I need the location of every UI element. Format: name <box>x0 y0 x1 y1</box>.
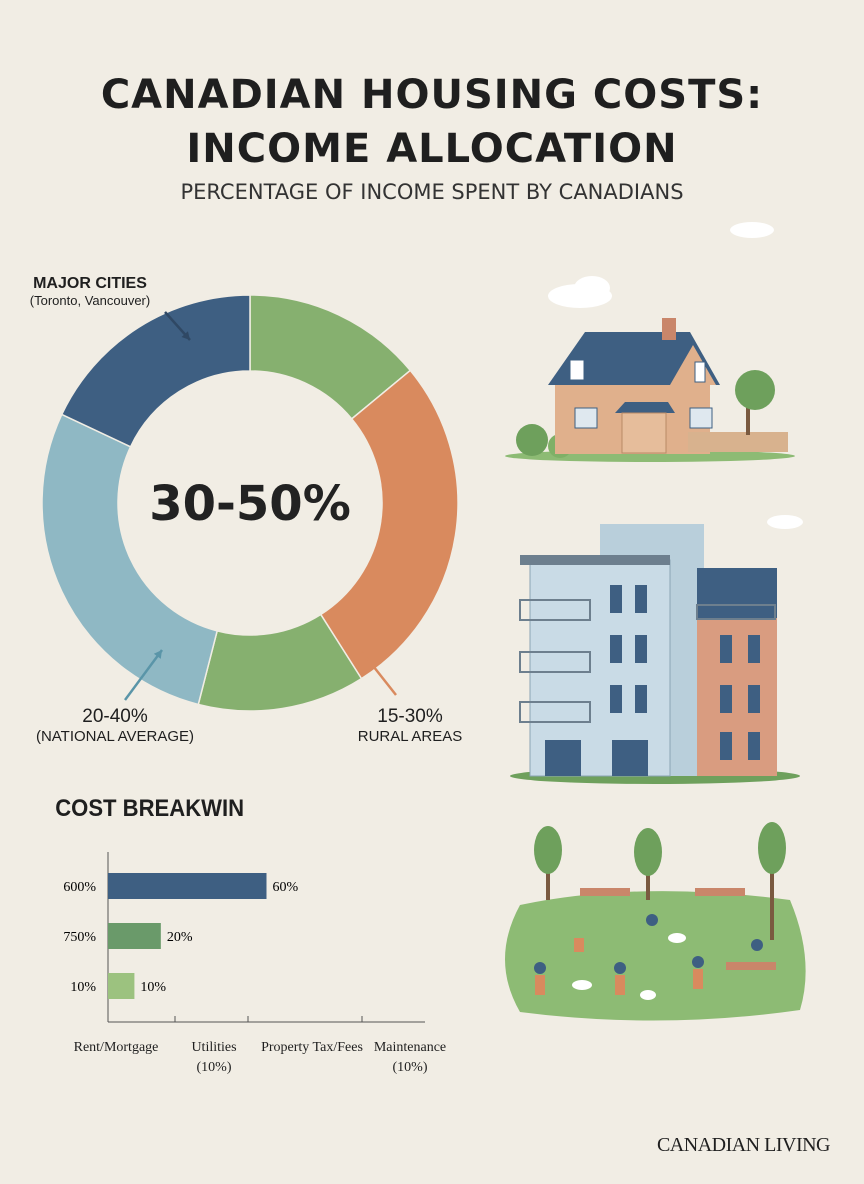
y-tick-label: 750% <box>63 930 96 945</box>
arrow-head <box>362 652 371 661</box>
park-illustration <box>505 822 806 1021</box>
y-tick-label: 600% <box>63 880 96 895</box>
annotation: MAJOR CITIES (Toronto, Vancouver) <box>0 275 180 308</box>
annotation-text: MAJOR CITIES <box>33 275 147 292</box>
donut-segment <box>41 413 219 706</box>
bar <box>108 873 267 899</box>
arrow-head <box>153 650 162 659</box>
y-tick-label: 10% <box>70 980 96 995</box>
value-label: 20% <box>167 930 193 945</box>
x-label: Property Tax/Fees <box>261 1040 363 1055</box>
brand: CANADIAN LIVING <box>656 1134 831 1156</box>
house-illustration <box>505 318 795 462</box>
apartment-illustration <box>510 524 800 784</box>
bar <box>108 923 161 949</box>
annotation-note: (NATIONAL AVERAGE) <box>35 728 195 745</box>
center-label: 30-50% <box>149 476 351 532</box>
donut-segment <box>319 369 459 680</box>
x-label: Utilities (10%) <box>191 1040 237 1075</box>
subtitle: PERCENTAGE OF INCOME SPENT BY CANADIANS <box>180 180 684 204</box>
bar <box>108 973 135 999</box>
bar-chart-title: COST BREAKWIN <box>55 795 245 822</box>
annotation-arrow <box>123 649 164 701</box>
title: CANADIAN HOUSING COSTS: INCOME ALLOCATIO… <box>100 72 764 172</box>
clouds <box>548 222 803 529</box>
x-label: Rent/Mortgage <box>73 1040 159 1055</box>
annotation-note: (Toronto, Vancouver) <box>29 293 151 308</box>
annotation: 20-40% (NATIONAL AVERAGE) <box>0 706 230 745</box>
annotation: 15-30% RURAL AREAS <box>320 706 500 745</box>
value-label: 60% <box>273 880 299 895</box>
donut-segment <box>60 294 251 448</box>
x-label: Maintenance (10%) <box>373 1040 447 1075</box>
annotation-text: 15-30% <box>377 706 443 727</box>
value-label: 10% <box>140 980 166 995</box>
annotation-note: RURAL AREAS <box>357 728 463 745</box>
annotation-arrow <box>361 651 397 696</box>
annotation-text: 20-40% <box>82 706 148 727</box>
arrow-head <box>181 331 190 340</box>
